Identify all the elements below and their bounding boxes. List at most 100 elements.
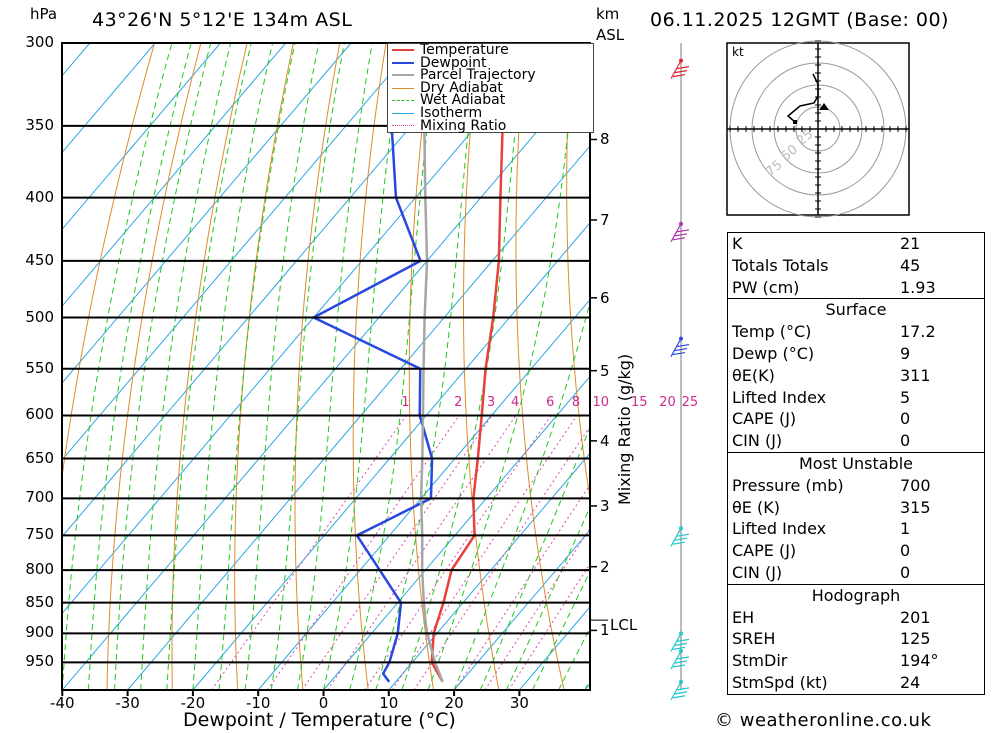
index-value: 311 [900,365,931,385]
wet-adiabat-line [375,43,479,690]
isotherm-line [62,43,483,538]
hodograph-section-title: Hodograph [728,583,984,607]
hpa-unit-label: hPa [30,5,58,23]
index-value: 0 [900,409,911,429]
index-label: CAPE (J) [732,541,797,561]
wind-barb [670,221,690,243]
legend-item: Dry Adiabat [388,81,593,95]
isotherm-line [388,452,590,690]
pressure-tick-label: 950 [25,652,54,671]
isotherm-line [453,529,590,690]
surface-section-title: Surface [728,298,984,321]
index-label: StmDir [732,651,788,671]
pressure-tick-label: 300 [25,33,54,51]
km-tick-label: 1 [600,621,610,640]
index-value: 315 [900,497,931,517]
index-label: Dewp (°C) [732,343,815,363]
index-value: 45 [900,255,921,275]
pressure-tick-label: 500 [25,307,54,326]
index-label: SREH [732,629,776,649]
isotherm-line [323,375,590,690]
temperature-tick-label: 20 [444,694,464,712]
mixing-ratio-label: 10 [592,395,610,411]
index-row: Lifted Index 1 [728,518,984,540]
mixing-ratio-axis-label: Mixing Ratio (g/kg) [615,353,634,505]
indices-panel: K 21 Totals Totals 45 PW (cm) 1.93 Surface Temp… [727,232,985,695]
index-label: Totals Totals [732,255,829,275]
index-value: 1.93 [900,277,936,297]
pressure-tick-label: 800 [25,560,54,579]
index-value: 1 [900,519,911,539]
dry-adiabat-line [515,43,565,690]
km-tick-label: 4 [600,431,610,450]
km-tick-label: 6 [600,288,610,307]
wet-adiabat-line [244,43,320,690]
wet-adiabat-line [505,505,590,690]
index-label: Lifted Index [732,387,827,407]
index-label: EH [732,607,755,627]
pressure-tick-label: 550 [25,358,54,377]
temperature-tick-label: 0 [318,694,329,712]
location-title: 43°26'N 5°12'E 134m ASL [92,9,353,31]
legend-swatch [392,49,414,52]
dry-adiabat-line [352,43,387,690]
dry-adiabat-line [988,43,1000,690]
isotherm-line [62,43,417,461]
index-row: θE (K) 315 [728,497,984,519]
mixing-ratio-label: 1 [401,395,410,411]
pressure-tick-label: 600 [25,405,54,424]
hodograph-unit-label: kt [732,45,744,59]
wet-adiabat-line [218,43,296,690]
km-tick-label: 8 [600,130,610,149]
isotherm-line [62,43,221,231]
wet-adiabat-line [87,43,192,690]
mixing-ratio-label: 6 [546,395,555,411]
temperature-tick-label: 30 [509,694,529,712]
km-unit-label: km [596,5,620,23]
index-value: 700 [900,475,931,495]
index-row: K 21 [728,233,984,255]
legend-item: Dewpoint [388,54,593,71]
isotherm-line [127,145,590,690]
mixing-ratio-label: 25 [681,395,699,411]
legend-item: Mixing Ratio [388,119,593,132]
plot-frame [61,42,591,691]
mixing-ratio-line [484,527,590,690]
index-value: 0 [900,431,911,451]
index-label: Lifted Index [732,519,827,539]
index-value: 194° [900,651,939,671]
index-row: Pressure (mb) 700 [728,475,984,497]
mixing-ratio-line [454,483,590,690]
index-row: StmDir 194° [728,650,984,672]
index-value: 201 [900,607,931,627]
copyright: © weatheronline.co.uk [715,710,932,731]
temperature-tick-label: -20 [180,694,206,712]
pressure-tick-label: 350 [25,115,54,134]
index-label: Pressure (mb) [732,475,844,495]
asl-unit-label: ASL [596,26,625,44]
wind-barb [670,649,690,670]
parcel-trajectory-series [419,43,444,683]
isotherm-line [62,43,156,154]
index-label: PW (cm) [732,277,800,297]
temperature-tick-label: 10 [379,694,399,712]
legend-label: Isotherm [420,104,483,121]
wind-barb [670,631,690,652]
wet-adiabat-line [532,570,590,690]
mixing-ratio-label: 4 [510,395,520,411]
legend-label: Dewpoint [420,54,487,71]
most-unstable-section-title: Most Unstable [728,451,984,475]
pressure-tick-label: 650 [25,448,54,467]
legend-swatch [392,61,414,64]
index-row: PW (cm) 1.93 [728,277,984,299]
pressure-tick-label: 450 [25,250,54,269]
index-row: EH 201 [728,607,984,629]
index-value: 5 [900,387,911,407]
km-tick-label: 2 [600,557,610,576]
index-row: CAPE (J) 0 [728,540,984,562]
legend-item: Parcel Trajectory [388,68,593,82]
index-label: K [732,234,743,253]
legend-item: Temperature [388,43,593,57]
